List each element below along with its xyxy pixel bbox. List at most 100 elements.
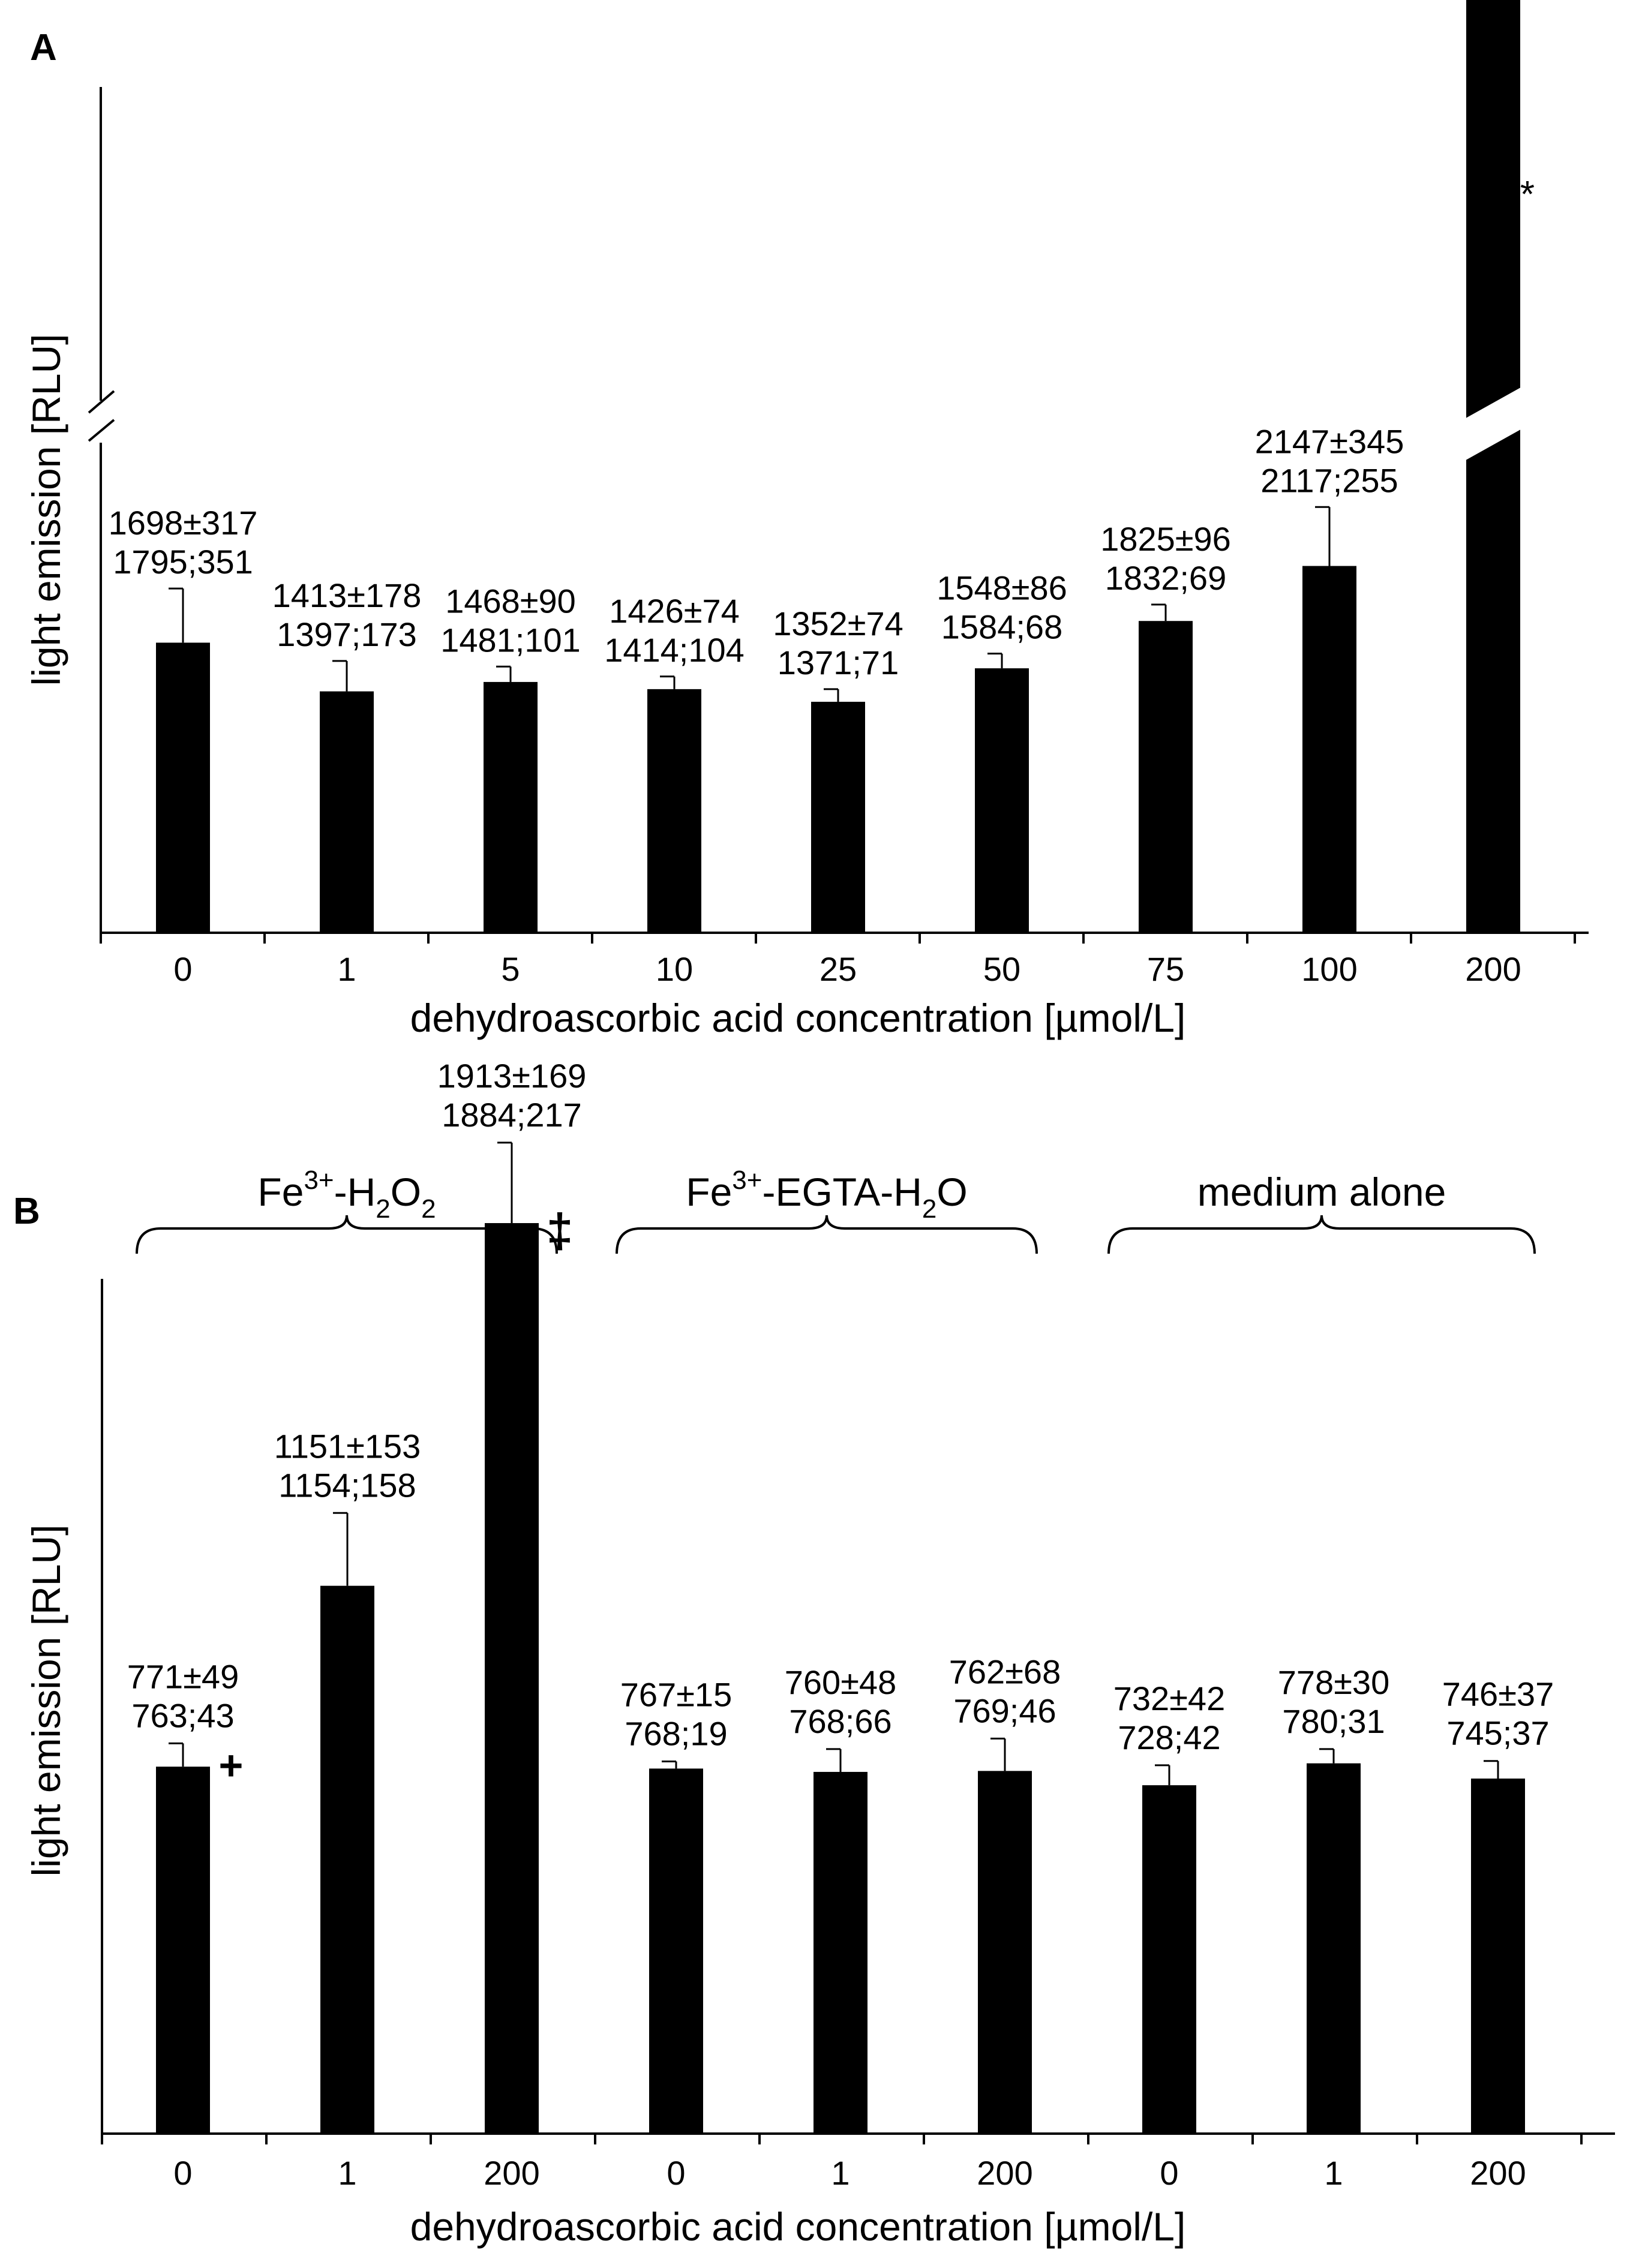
- x-tick-label: 200: [1470, 2154, 1526, 2192]
- data-label-median-iqr: 1832;69: [1105, 559, 1226, 597]
- bar: [156, 642, 210, 933]
- group-title-part: 3+: [732, 1165, 762, 1195]
- x-tick-label: 0: [667, 2154, 685, 2192]
- x-tick-label: 50: [983, 950, 1020, 988]
- x-tick-label: 0: [173, 950, 192, 988]
- data-label-mean-sd: 1413±178: [272, 576, 422, 614]
- bar: [156, 1767, 210, 2134]
- x-tick-label: 200: [977, 2154, 1032, 2192]
- x-tick-label: 1: [831, 2154, 849, 2192]
- x-tick-label: 1: [337, 950, 356, 988]
- data-label-median-iqr: 1481;101: [440, 621, 581, 659]
- bar: [1466, 0, 1520, 933]
- bar: [978, 1771, 1032, 2134]
- x-tick-label: 5: [501, 950, 520, 988]
- group-brace: [136, 1215, 558, 1254]
- bar: [811, 701, 865, 933]
- group-title-part: -EGTA-H: [762, 1170, 921, 1214]
- significance-mark: *: [1520, 174, 1535, 215]
- x-axis-title: dehydroascorbic acid concentration [µmol…: [410, 2204, 1186, 2249]
- bar: [320, 1585, 374, 2134]
- panel-letter-b: B: [13, 1191, 40, 1232]
- group-title-part: O: [936, 1170, 967, 1214]
- data-label-median-iqr: 1371;71: [778, 644, 899, 681]
- y-axis-title: light emission [RLU]: [24, 334, 68, 686]
- data-label-mean-sd: 1698±317: [109, 504, 258, 542]
- data-label-mean-sd: 1825±96: [1100, 520, 1231, 558]
- bar: [1139, 621, 1193, 933]
- bar: [1302, 566, 1356, 933]
- data-label-mean-sd: 760±48: [785, 1663, 896, 1701]
- data-label-median-iqr: 768;66: [789, 1702, 891, 1740]
- panel-b: B Fe3+-H2O2 Fe3+-EGTA-H2O medium alone0771±…: [13, 1057, 1615, 2249]
- data-label-mean-sd: 1548±86: [936, 569, 1067, 607]
- x-tick-label: 25: [819, 950, 857, 988]
- bar: [814, 1771, 867, 2134]
- data-label-median-iqr: 1414;104: [604, 631, 745, 669]
- data-label-median-iqr: 769;46: [953, 1692, 1056, 1729]
- bar: [485, 1223, 539, 2134]
- bar: [975, 668, 1029, 933]
- bar: [1307, 1763, 1361, 2134]
- data-label-mean-sd: 778±30: [1278, 1663, 1389, 1701]
- bar: [647, 689, 701, 933]
- group-title-part: 3+: [304, 1165, 334, 1195]
- data-label-mean-sd: 762±68: [949, 1653, 1061, 1690]
- x-tick-label: 0: [173, 2154, 192, 2192]
- group-brace: [616, 1215, 1038, 1254]
- data-label-median-iqr: 1884;217: [442, 1096, 582, 1134]
- x-tick-label: 10: [656, 950, 693, 988]
- x-tick-label: 1: [338, 2154, 356, 2192]
- bar-break-gap: [1457, 383, 1529, 465]
- data-label-mean-sd: 1151±153: [274, 1427, 421, 1465]
- data-label-mean-sd: 2147±345: [1255, 422, 1404, 460]
- data-label-median-iqr: 1154;158: [278, 1466, 416, 1504]
- group-title-part: 2: [376, 1194, 390, 1224]
- bar: [649, 1768, 703, 2134]
- group-title: medium alone: [1197, 1170, 1446, 1214]
- data-label-median-iqr: 763;43: [131, 1696, 234, 1734]
- data-label-mean-sd: 1468±90: [445, 582, 576, 620]
- data-label-mean-sd: 767±15: [620, 1675, 732, 1713]
- bar: [1142, 1785, 1196, 2134]
- data-label-median-iqr: 1584;68: [941, 608, 1062, 646]
- significance-mark: ‡: [547, 1204, 574, 1257]
- data-label-mean-sd: 771±49: [127, 1657, 239, 1695]
- group-title-part: medium alone: [1197, 1170, 1446, 1214]
- x-tick-label: 1: [1324, 2154, 1343, 2192]
- bar: [484, 681, 538, 933]
- data-label-median-iqr: 1397;173: [277, 615, 417, 653]
- data-label-mean-sd: 732±42: [1113, 1680, 1225, 1717]
- data-label-median-iqr: 1795;351: [113, 543, 253, 581]
- data-label-median-iqr: 2117;255: [1260, 461, 1398, 499]
- y-axis-title: light emission [RLU]: [24, 1525, 68, 1877]
- group-title-part: O: [391, 1170, 421, 1214]
- group-title-part: 2: [421, 1194, 436, 1224]
- data-label-mean-sd: 1352±74: [773, 605, 903, 642]
- data-label-median-iqr: 768;19: [625, 1714, 727, 1752]
- group-title-part: -H: [334, 1170, 376, 1214]
- group-title-part: Fe: [686, 1170, 732, 1214]
- data-label-mean-sd: 1913±169: [437, 1057, 587, 1095]
- data-label-mean-sd: 746±37: [1442, 1675, 1554, 1713]
- data-label-median-iqr: 745;37: [1446, 1714, 1549, 1752]
- x-tick-label: 100: [1301, 950, 1357, 988]
- bar: [320, 691, 374, 933]
- x-tick-label: 200: [1465, 950, 1521, 988]
- axis-break-mark-lower: [88, 419, 115, 442]
- group-title-part: 2: [922, 1194, 936, 1224]
- group-title: Fe3+-EGTA-H2O: [686, 1165, 967, 1224]
- significance-mark: +: [219, 1742, 244, 1789]
- group-title: Fe3+-H2O2: [257, 1165, 436, 1224]
- data-label-median-iqr: 780;31: [1282, 1702, 1385, 1740]
- group-brace: [1107, 1215, 1536, 1254]
- x-tick-label: 75: [1147, 950, 1184, 988]
- x-tick-label: 0: [1160, 2154, 1178, 2192]
- group-title-part: Fe: [257, 1170, 304, 1214]
- x-tick-label: 200: [484, 2154, 539, 2192]
- bar: [1471, 1779, 1525, 2134]
- axis-break-mark-upper: [88, 390, 115, 414]
- data-label-median-iqr: 728;42: [1118, 1719, 1220, 1756]
